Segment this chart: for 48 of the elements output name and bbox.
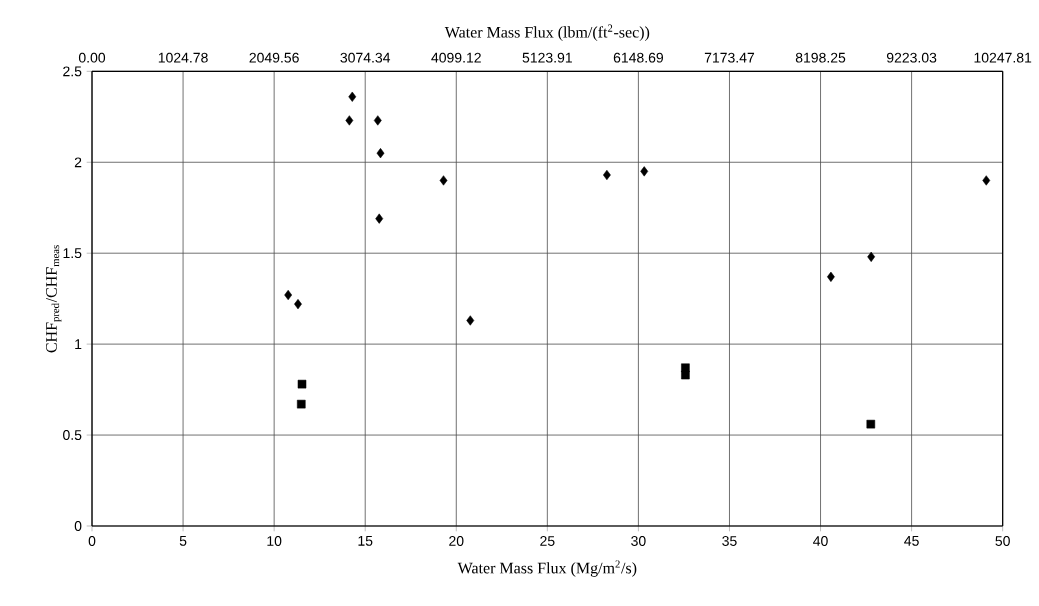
point [866,419,876,429]
x2-tick-label: 4099.12 [431,52,481,63]
point [345,115,354,126]
point [297,379,307,389]
point [439,175,448,186]
point [376,148,385,159]
x-tick-label: 15 [358,536,373,546]
point [348,91,357,102]
x-tick-label: 30 [631,536,646,546]
x2-tick-label: 6148.69 [613,52,664,63]
y-tick-label: 0.5 [63,430,82,441]
point [867,251,876,262]
x2-tick-label: 9223.03 [886,52,937,63]
point [827,271,835,282]
x-tick-label: 25 [540,536,555,546]
x2-tick-label: 1024.78 [158,52,208,63]
point [681,370,690,380]
y-tick-label: 0 [74,521,82,531]
x2-tick-label: 7173.47 [704,52,755,63]
x-axis-title: Water Mass Flux (Mg/m$^{2}$/s) [457,560,637,577]
x2-tick-label: 3074.34 [340,52,391,63]
point [375,213,384,224]
point [294,299,302,310]
x-tick-label: 10 [267,536,282,546]
x2-tick-label: 0.00 [78,52,106,63]
x2-tick-label: 8198.25 [795,52,846,63]
x2-tick-label: 10247.81 [974,52,1032,63]
y-tick-label: 2 [74,157,82,168]
x-tick-label: 45 [904,536,919,546]
point [373,115,382,126]
y-tick-label: 2.5 [63,66,82,77]
x-tick-label: 20 [449,536,464,546]
y-tick-label: 1.5 [63,248,82,259]
x2-axis-title: Water Mass Flux (lbm/(ft$^{2}$-sec)) [444,24,650,41]
x-tick-label: 50 [995,536,1010,546]
x-tick-label: 35 [722,536,737,546]
x2-tick-label: 5123.91 [522,52,572,63]
y-axis-title: CHF$_{pred}$/CHF$_{meas}$ [46,245,62,353]
point [284,289,293,301]
point [297,399,306,409]
x-tick-label: 0 [88,536,96,546]
x-tick-label: 5 [179,536,187,546]
point [640,166,649,177]
x2-tick-label: 2049.56 [249,52,299,63]
y-tick-label: 1 [75,339,82,349]
point [982,175,991,186]
x-tick-label: 40 [813,536,828,546]
point [466,315,475,326]
